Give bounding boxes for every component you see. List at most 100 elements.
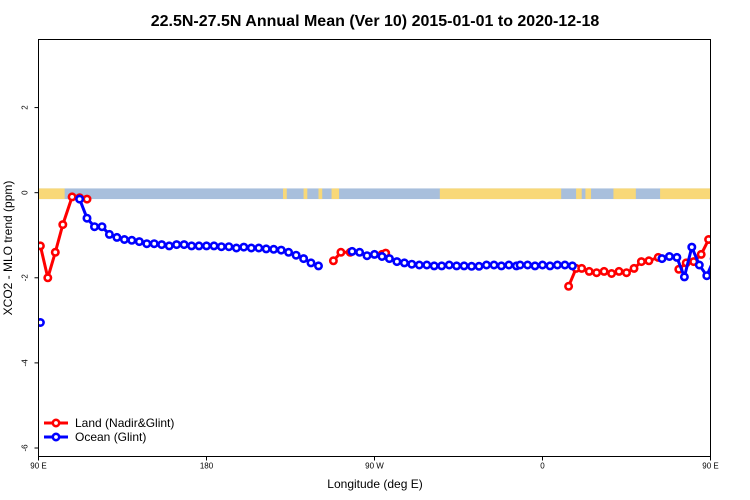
data-point [437, 261, 447, 271]
data-point [276, 245, 286, 255]
legend-land-marker [51, 418, 61, 428]
data-point [384, 254, 394, 264]
data-point [735, 249, 741, 255]
y-tick-label: -6 [21, 444, 30, 452]
data-point [614, 266, 624, 276]
y-tick-label: -2 [21, 274, 30, 282]
data-point [194, 241, 204, 251]
data-point [97, 222, 107, 232]
data-point [50, 247, 60, 257]
data-point [231, 243, 241, 253]
chart-title: 22.5N-27.5N Annual Mean (Ver 10) 2015-01… [151, 13, 600, 30]
data-point [694, 260, 704, 270]
data-point [713, 243, 719, 249]
legend-ocean-label: Ocean (Glint) [75, 430, 146, 444]
data-point [261, 244, 271, 254]
data-point [644, 256, 654, 266]
land-segment [38, 188, 65, 200]
data-point [636, 257, 646, 267]
data-point [347, 246, 357, 256]
data-point [467, 261, 477, 271]
data-point [224, 242, 234, 252]
data-point [172, 240, 182, 250]
data-point [112, 232, 122, 242]
x-axis: 90 E 180 90 W 0 90 E [30, 456, 719, 471]
data-point [328, 256, 338, 266]
y-tick-label: 2 [21, 105, 30, 110]
data-point [679, 272, 689, 282]
data-point [657, 254, 667, 264]
data-point [134, 237, 144, 247]
data-point [392, 257, 402, 267]
data-point [577, 263, 587, 273]
x-tick-label: 180 [200, 462, 214, 471]
data-point [254, 243, 264, 253]
data-point [537, 260, 547, 270]
data-point [246, 243, 256, 253]
y-tick-label: -4 [21, 359, 30, 367]
data-point [187, 241, 197, 251]
legend-land-label: Land (Nadir&Glint) [75, 416, 174, 430]
plot-frame [38, 39, 711, 457]
data-point [313, 261, 323, 271]
data-point [142, 239, 152, 249]
data-point [621, 268, 631, 278]
data-point [728, 275, 734, 281]
y-axis-label: XCO2 - MLO trend (ppm) [1, 181, 15, 316]
data-point [720, 245, 726, 251]
ocean-band [38, 188, 711, 200]
data-point [567, 261, 577, 271]
y-tick-label: 0 [21, 190, 30, 195]
data-point [702, 271, 711, 281]
data-point [336, 247, 346, 257]
data-point [599, 266, 609, 276]
data-point [629, 263, 639, 273]
data-point [104, 229, 114, 239]
data-point [82, 213, 92, 223]
data-point [82, 194, 92, 204]
data-point [399, 258, 409, 268]
data-point [202, 241, 212, 251]
data-point [429, 261, 439, 271]
x-axis-label: Longitude (deg E) [327, 477, 422, 491]
data-point [299, 254, 309, 264]
x-tick-label: 0 [540, 462, 545, 471]
series-ocean [38, 194, 728, 327]
data-point [157, 240, 167, 250]
land-segment [585, 188, 592, 200]
data-point [496, 261, 506, 271]
data-point [38, 318, 45, 327]
data-point [284, 247, 294, 257]
data-point [444, 260, 454, 270]
data-point [43, 273, 53, 283]
data-point [592, 268, 602, 278]
land-segment [331, 188, 340, 200]
data-point [149, 239, 159, 249]
data-point [355, 247, 365, 257]
data-point [269, 244, 279, 254]
data-point [459, 261, 469, 271]
data-point [369, 249, 379, 259]
data-point [564, 281, 574, 291]
land-segment [613, 188, 636, 200]
data-point [584, 266, 594, 276]
data-point [474, 261, 484, 271]
data-point [607, 268, 617, 278]
x-tick-label: 90 E [30, 462, 46, 471]
data-point [704, 235, 711, 244]
x-tick-label: 90 W [365, 462, 384, 471]
data-point [291, 250, 301, 260]
data-point [687, 242, 697, 252]
data-point [504, 260, 514, 270]
data-point [523, 260, 533, 270]
data-point [216, 242, 226, 252]
data-point [414, 260, 424, 270]
data-point [377, 252, 387, 262]
data-point [75, 194, 85, 204]
data-point [743, 221, 749, 227]
data-point [452, 261, 462, 271]
data-point [722, 319, 728, 325]
data-point [239, 242, 249, 252]
data-point [164, 241, 174, 251]
data-point [664, 252, 674, 262]
